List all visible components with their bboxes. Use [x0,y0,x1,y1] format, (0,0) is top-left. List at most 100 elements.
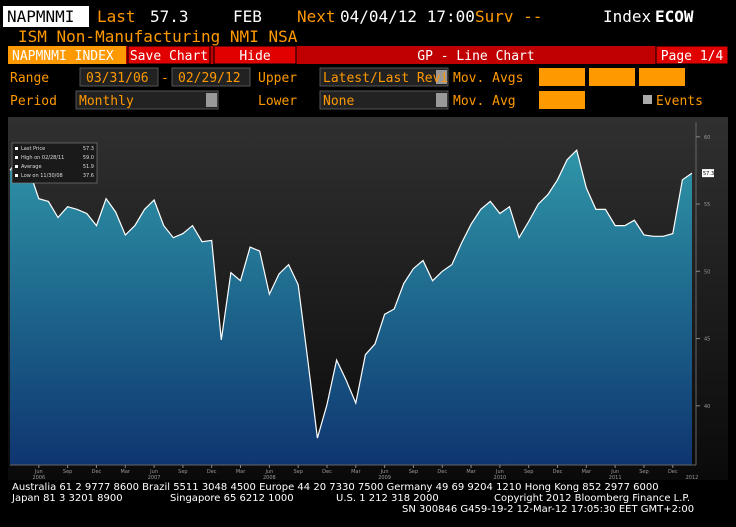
x-tick-label: Dec [322,469,332,475]
footer-singapore: Singapore 65 6212 1000 [170,493,294,504]
legend-label: Low on 11/30/08 [21,173,63,179]
y-tick-label: 45 [704,337,710,343]
x-tick-label: Jun [264,469,273,475]
x-tick-label: Dec [553,469,563,475]
y-tick-label: 60 [704,135,710,141]
line [9,149,693,439]
dropdown-arrow[interactable] [206,93,217,107]
events-checkbox[interactable] [643,95,652,104]
year-label: 2009 [378,475,391,481]
chart: 40 45 50 55 60 57.3 Jun Sep Dec Mar Jun Sep Dec Mar Ju… [9,122,714,481]
x-tick-label: Jun [610,469,619,475]
last-label: Last [97,7,136,26]
legend-label: Last Price [21,146,45,152]
last-value: 57.3 [150,7,189,26]
footer-us: U.S. 1 212 318 2000 [336,493,439,504]
period-dropdown[interactable] [75,90,219,110]
x-tick-label: Dec [92,469,102,475]
x-tick-label: Sep [178,469,187,475]
save-button[interactable] [127,45,211,65]
ticker[interactable]: NAPMNMI [7,7,74,26]
toolbar-title: GP - Line Chart [417,49,534,64]
page-button[interactable] [655,45,729,65]
period-value[interactable]: Monthly [79,94,134,109]
footer-copyright: Copyright 2012 Bloomberg Finance L.P. [494,493,690,504]
legend-value: 57.3 [83,146,94,152]
footer-sn: SN 300846 G459-19-2 12-Mar-12 17:05:30 E… [402,504,694,515]
security-button[interactable] [8,46,126,64]
year-label: 2010 [494,475,507,481]
x-tick-label: Mar [466,469,476,475]
footer-japan: Japan 81 3 3201 8900 [11,493,123,504]
legend-swatch [15,174,18,177]
x-tick-label: Dec [207,469,217,475]
year-label: 2006 [32,475,45,481]
dropdown-arrow[interactable] [436,93,447,107]
x-tick-label: Jun [149,469,158,475]
lower-dropdown[interactable] [319,90,449,110]
x-tick-label: Mar [236,469,246,475]
security-button-label[interactable]: NAPMNMI INDEX [12,49,114,64]
lower-label: Lower [258,94,297,109]
mov-avg-input[interactable] [539,91,585,109]
mov-avg-input[interactable] [539,68,585,86]
page-label[interactable]: Page 1/4 [661,49,724,64]
legend-box [11,142,98,184]
footer-line: Australia 61 2 9777 8600 Brazil 5511 304… [12,482,659,493]
y-tick-label: 55 [704,202,710,208]
last-price-box [702,169,714,178]
x-tick-label: Mar [582,469,592,475]
upper-label: Upper [258,71,297,86]
legend-value: 59.0 [83,155,94,161]
mov-avgs-label: Mov. Avgs [453,71,523,86]
x-tick-label: Sep [63,469,72,475]
hide-button-label[interactable]: Hide [239,49,270,64]
y-tick-label: 50 [704,269,710,275]
save-button-label[interactable]: Save Chart [130,49,208,64]
range-start-input[interactable] [79,67,159,87]
x-tick-label: Mar [121,469,131,475]
hide-button[interactable] [213,45,297,65]
legend-value: 37.6 [83,173,94,179]
area [10,150,692,465]
legend-swatch [15,156,18,159]
year-label: 2007 [148,475,161,481]
upper-dropdown[interactable] [319,67,449,87]
mov-avg-label: Mov. Avg [453,94,516,109]
x-tick-label: Jun [495,469,504,475]
x-tick-label: Sep [524,469,533,475]
x-tick-label: Jun [380,469,389,475]
security-name: ISM Non-Manufacturing NMI NSA [18,27,298,46]
ticker-box[interactable] [3,6,89,27]
year-label: 2011 [609,475,622,481]
function: ECOW [655,7,694,26]
range-end-input[interactable] [171,67,251,87]
period-label: Period [10,94,57,109]
legend-value: 51.9 [83,164,94,170]
year-label: 2008 [263,475,276,481]
x-tick-label: Dec [668,469,678,475]
lower-value[interactable]: None [323,94,354,109]
range-sep: - [161,71,169,86]
dropdown-arrow[interactable] [436,70,447,84]
surv: Surv -- [475,7,542,26]
mov-avg-input[interactable] [589,68,635,86]
range-start[interactable]: 03/31/06 [86,71,149,86]
range-end[interactable]: 02/29/12 [178,71,241,86]
x-tick-label: Mar [351,469,361,475]
x-tick-label: Sep [409,469,418,475]
range-label: Range [10,71,49,86]
x-tick-label: Sep [293,469,302,475]
legend-swatch [15,147,18,150]
legend-label: Average [21,164,42,170]
x-tick-label: Sep [639,469,648,475]
y-tick-label: 40 [704,404,710,410]
events-label[interactable]: Events [656,94,703,109]
legend-label: High on 02/28/11 [21,155,64,161]
x-tick-label: Dec [437,469,447,475]
next-value: 04/04/12 17:00 [340,7,475,26]
index-label: Index [603,7,652,26]
mov-avg-input[interactable] [639,68,685,86]
upper-value[interactable]: Latest/Last Revi [323,71,448,86]
